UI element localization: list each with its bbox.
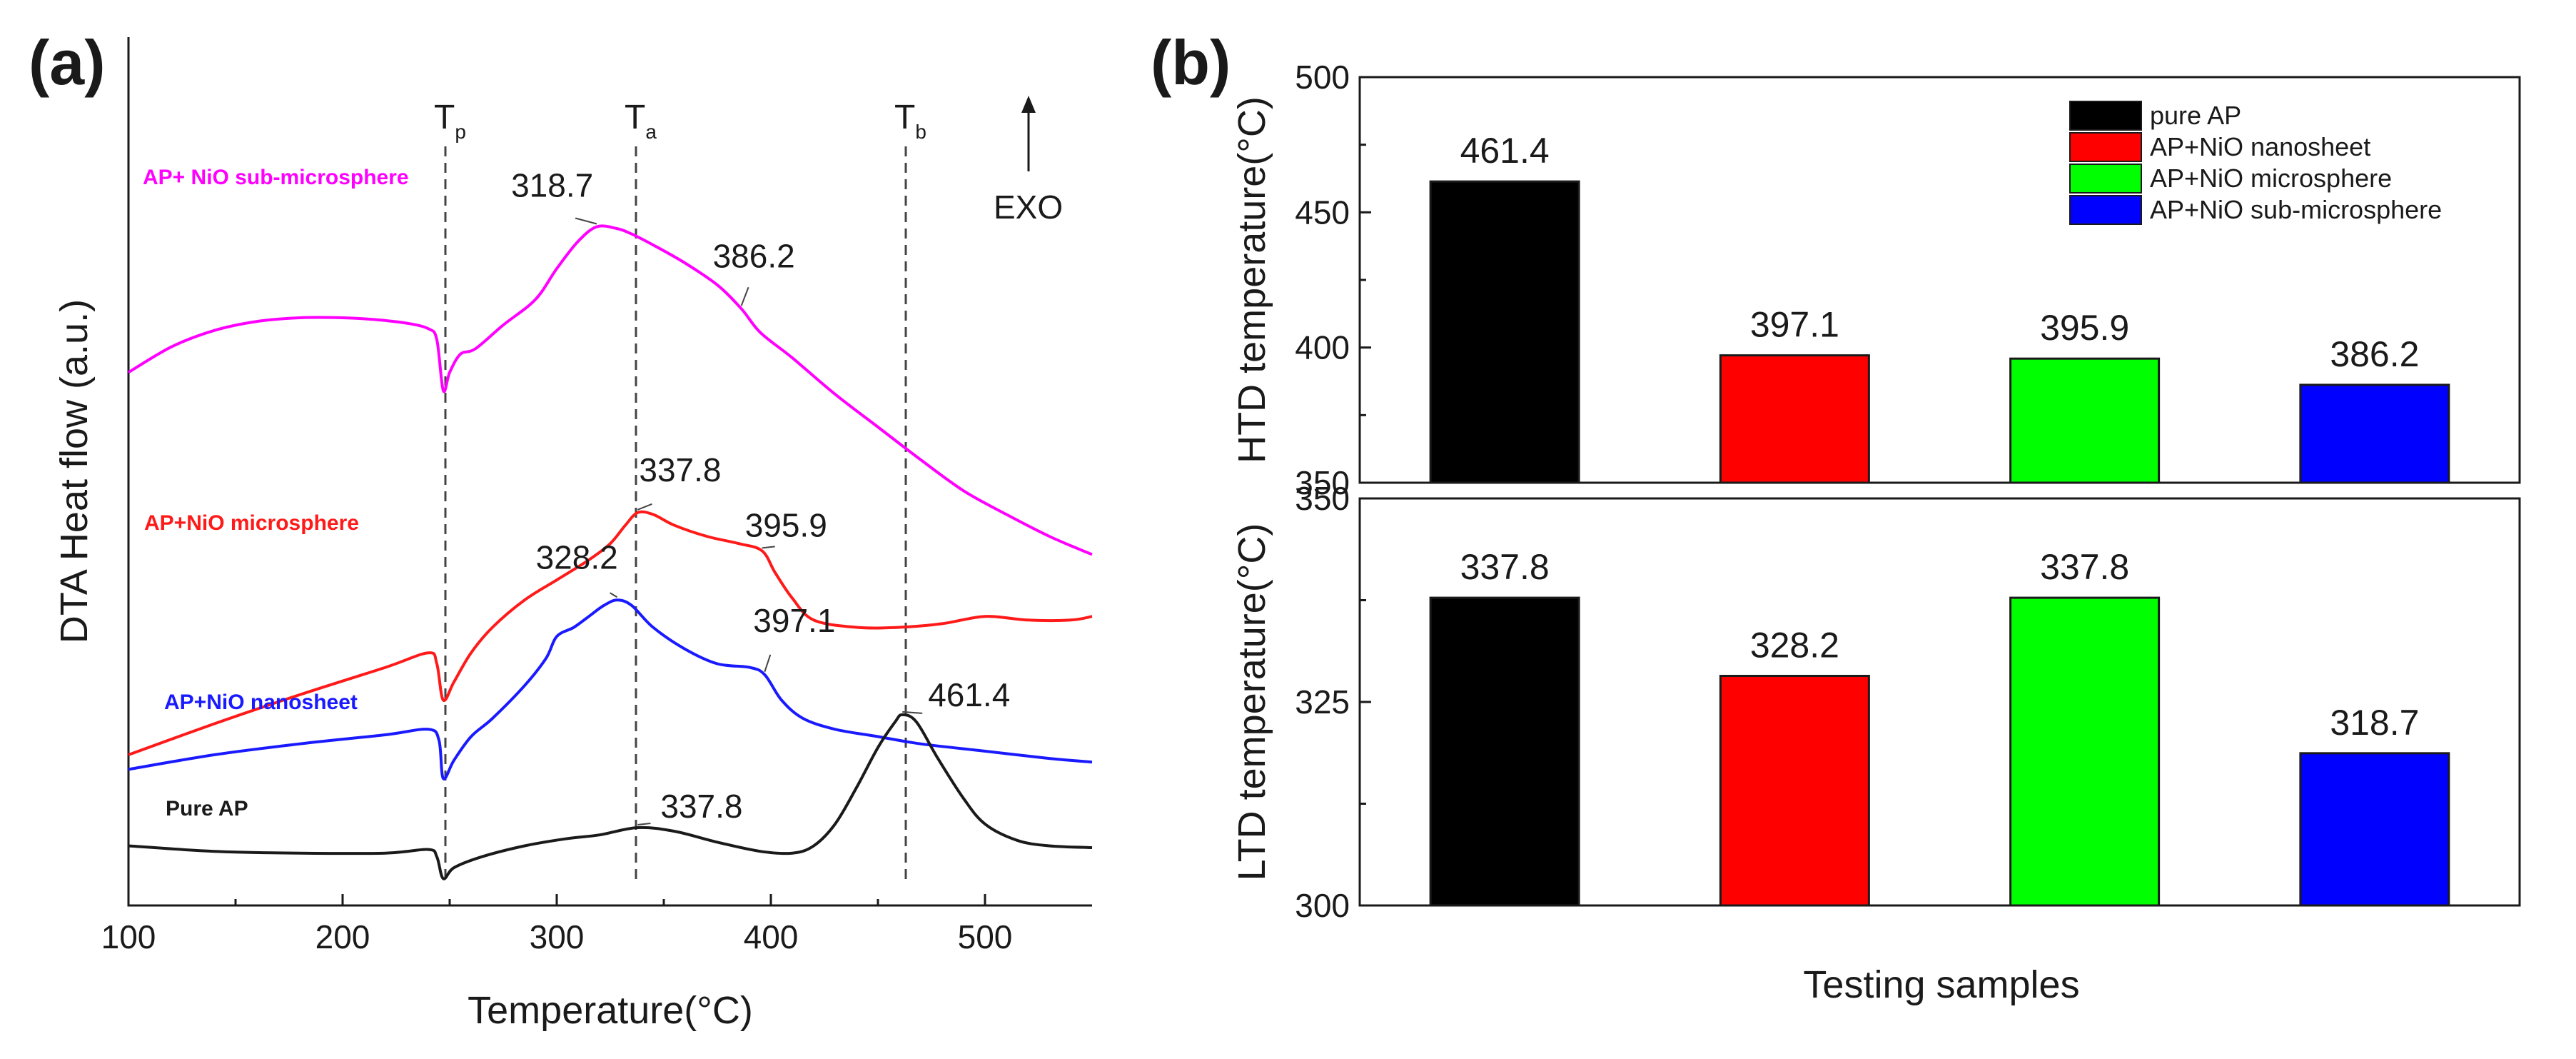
legend-label-2: AP+NiO microsphere (2150, 164, 2392, 193)
htd-bar-label-0: 461.4 (1460, 131, 1550, 171)
htd-y-tick-label-400: 400 (1295, 329, 1350, 366)
htd-bar-subplot: 350 400 450 500 461.4 397.1 395.9 386.2 HTD temp… (1231, 59, 2521, 501)
marker-label-Tp: Tp (434, 99, 466, 143)
curve-ap-nio-microsphere (128, 510, 1093, 756)
panel-b-bar-charts: (b) 350 400 450 500 461.4 397.1 395.9 386.2 HTD … (1151, 27, 2521, 1006)
ltd-bar-0 (1429, 596, 1580, 907)
ltd-y-axis-title: LTD temperature(°C) (1231, 523, 1273, 881)
curve-label-0: AP+ NiO sub-microsphere (143, 166, 409, 189)
ltd-y-tick-label-350: 350 (1295, 480, 1350, 517)
peak-label-1: 386.2 (713, 237, 795, 274)
panel-a-letter: (a) (29, 27, 106, 98)
htd-bar-1 (1719, 354, 1870, 484)
x-tick-label-100: 100 (101, 918, 156, 955)
htd-bar-label-2: 395.9 (2040, 308, 2129, 348)
ltd-bar-1 (1719, 675, 1870, 907)
ltd-bar-subplot: 300 325 350 337.8 328.2 337.8 318.7 LTD tempera… (1231, 480, 2521, 924)
marker-label-Ta: Ta (625, 99, 657, 143)
panel-b-x-axis-title: Testing samples (1803, 963, 2079, 1006)
peak-label-0: 318.7 (511, 167, 593, 204)
htd-bar-2 (2009, 357, 2161, 484)
peak-label-4: 328.2 (536, 538, 618, 576)
ltd-bar-label-0: 337.8 (1460, 547, 1550, 587)
htd-y-tick-label-500: 500 (1295, 59, 1350, 96)
x-tick-label-200: 200 (315, 918, 370, 955)
legend-label-1: AP+NiO nanosheet (2150, 132, 2370, 161)
htd-y-tick-label-450: 450 (1295, 194, 1350, 231)
htd-bar-3 (2299, 383, 2450, 484)
panel-a-dta-chart: (a) 100 200 300 400 500 Tp Ta Tb 318.7 386.2 337… (29, 27, 1093, 1032)
curve-ap-nio-nanosheet (128, 598, 1093, 781)
ltd-bar-3 (2299, 752, 2450, 907)
marker-label-Tb: Tb (894, 99, 926, 143)
legend-swatch-2 (2069, 164, 2142, 194)
panel-a-marker-lines: Tp Ta Tb (434, 99, 926, 882)
peak-leader-7 (637, 823, 651, 825)
peak-leader-5 (764, 654, 772, 673)
exo-arrow-head-icon (1021, 96, 1036, 113)
legend-swatch-3 (2069, 195, 2142, 225)
x-tick-label-500: 500 (958, 918, 1013, 955)
curve-pure-ap (128, 713, 1093, 880)
htd-bar-label-3: 386.2 (2330, 334, 2419, 374)
panel-a-x-ticks: 100 200 300 400 500 (101, 894, 1013, 955)
panel-a-curve-labels: AP+ NiO sub-microsphere AP+NiO microspher… (143, 166, 409, 820)
peak-label-3: 395.9 (745, 506, 827, 543)
panel-a-peak-labels: 318.7 386.2 337.8 395.9 328.2 397.1 461.4 337.8 (511, 167, 1010, 825)
peak-label-2: 337.8 (639, 451, 721, 488)
peak-leader-4 (610, 592, 618, 598)
peak-leader-1 (740, 286, 749, 306)
panel-a-x-axis-title: Temperature(°C) (468, 989, 753, 1032)
peak-label-7: 337.8 (660, 788, 742, 825)
legend-label-3: AP+NiO sub-microsphere (2150, 195, 2442, 224)
ltd-y-tick-label-300: 300 (1295, 887, 1350, 924)
exo-label: EXO (994, 189, 1063, 226)
ltd-bar-label-1: 328.2 (1750, 626, 1839, 666)
legend-swatch-0 (2069, 101, 2142, 131)
ltd-bar-label-2: 337.8 (2040, 547, 2129, 587)
htd-bar-0 (1429, 180, 1580, 484)
peak-leader-6 (902, 711, 923, 714)
peak-leader-2 (637, 503, 652, 511)
peak-label-6: 461.4 (928, 676, 1010, 713)
peak-leader-0 (575, 217, 597, 225)
legend-swatch-1 (2069, 132, 2142, 162)
htd-y-tick-label-350: 350 (1295, 464, 1350, 501)
x-tick-label-300: 300 (530, 918, 585, 955)
panel-a-y-axis-title: DTA Heat flow (a.u.) (53, 299, 96, 643)
peak-label-5: 397.1 (753, 602, 835, 639)
ltd-y-tick-label-325: 325 (1295, 683, 1350, 721)
x-tick-label-400: 400 (744, 918, 799, 955)
exo-indicator: EXO (994, 96, 1063, 226)
htd-bar-label-1: 397.1 (1750, 305, 1839, 345)
ltd-bar-2 (2009, 596, 2161, 907)
panel-a-curves (127, 224, 1093, 880)
curve-label-2: AP+NiO nanosheet (164, 691, 358, 714)
curve-label-1: AP+NiO microsphere (144, 511, 359, 535)
ltd-bar-label-3: 318.7 (2330, 703, 2419, 743)
peak-leader-3 (762, 546, 775, 549)
curve-label-3: Pure AP (166, 797, 248, 820)
legend-label-0: pure AP (2150, 101, 2241, 130)
curve-ap-nio-sub-microsphere (127, 224, 1093, 556)
panel-b-letter: (b) (1151, 27, 1231, 98)
htd-y-axis-title: HTD temperature(°C) (1231, 96, 1273, 463)
